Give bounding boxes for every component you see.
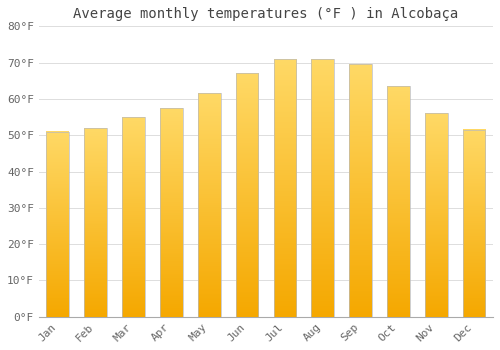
Bar xyxy=(425,113,448,317)
Bar xyxy=(312,59,334,317)
Title: Average monthly temperatures (°F ) in Alcobaça: Average monthly temperatures (°F ) in Al… xyxy=(74,7,458,21)
Bar xyxy=(274,59,296,317)
Bar xyxy=(160,108,182,317)
Bar xyxy=(46,132,69,317)
Bar xyxy=(198,93,220,317)
Bar xyxy=(84,128,107,317)
Bar xyxy=(236,74,258,317)
Bar xyxy=(463,130,485,317)
Bar xyxy=(349,64,372,317)
Bar xyxy=(387,86,410,317)
Bar xyxy=(122,117,145,317)
